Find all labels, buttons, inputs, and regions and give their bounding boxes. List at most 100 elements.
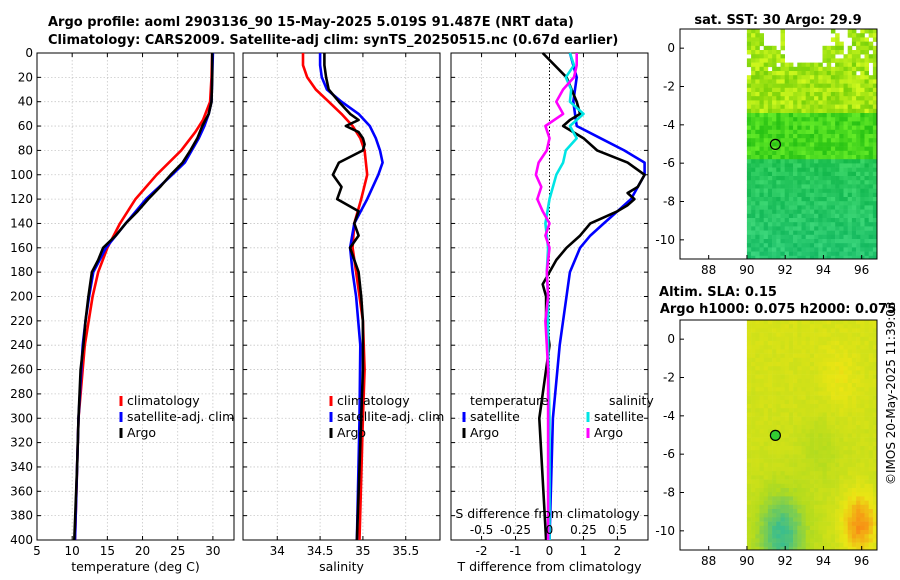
map-pixel [860, 517, 865, 522]
map-pixel [788, 146, 794, 152]
map-pixel [822, 58, 827, 63]
map-pixel [751, 33, 756, 38]
map-pixel [872, 483, 877, 489]
map-pixel [847, 87, 853, 93]
map-pixel [751, 150, 756, 156]
map-pixel [805, 475, 811, 480]
map-pixel [763, 332, 769, 338]
map-pixel [856, 138, 861, 143]
map-pixel [763, 387, 769, 392]
map-pixel [826, 467, 832, 472]
map-pixel [864, 87, 869, 93]
map-pixel [805, 79, 811, 84]
map-pixel [788, 450, 794, 455]
map-pixel [772, 345, 777, 350]
map-pixel [864, 104, 869, 110]
map-pixel [797, 483, 802, 489]
legend-salinity-argo-label: Argo [337, 425, 366, 440]
map-pixel [767, 345, 773, 350]
map-pixel [746, 492, 752, 497]
map-pixel [751, 383, 756, 388]
map-pixel [835, 441, 840, 447]
map-pixel [763, 500, 769, 506]
map-pixel [797, 108, 802, 114]
sla_map-pixels [746, 320, 877, 550]
map-pixel [822, 54, 827, 59]
map-pixel [784, 425, 790, 430]
map-pixel [780, 479, 785, 485]
map-pixel [839, 483, 844, 489]
map-pixel [809, 75, 815, 80]
x-tick-label: 10 [65, 544, 80, 558]
map-pixel [751, 404, 756, 409]
map-pixel [784, 222, 790, 227]
map-pixel [772, 546, 777, 550]
map-pixel [755, 517, 760, 522]
map-pixel [835, 197, 840, 202]
map-pixel [746, 29, 752, 34]
map-pixel [793, 488, 798, 493]
map-pixel [860, 446, 865, 451]
map-pixel [746, 125, 752, 131]
map-pixel [839, 100, 844, 105]
map-pixel [868, 437, 874, 443]
map-pixel [818, 159, 823, 164]
map-pixel [776, 176, 781, 181]
x-tick-label: -1 [510, 544, 522, 558]
map-pixel [776, 129, 781, 135]
map-pixel [872, 37, 877, 42]
map-pixel [759, 255, 764, 259]
map-pixel [851, 399, 857, 405]
map-pixel [814, 391, 819, 396]
map-pixel [856, 399, 861, 405]
map-pixel [780, 433, 785, 438]
map-pixel [776, 92, 781, 97]
map-pixel [767, 71, 773, 76]
map-pixel [780, 167, 785, 173]
map-pixel [830, 399, 836, 405]
map-pixel [851, 370, 857, 375]
map-pixel [767, 113, 773, 118]
map-pixel [822, 357, 827, 363]
map-pixel [868, 251, 874, 257]
map-pixel [797, 496, 802, 501]
map-pixel [864, 226, 869, 231]
map-pixel [809, 416, 815, 422]
map-pixel [830, 370, 836, 375]
map-pixel [868, 121, 874, 126]
map-pixel [772, 176, 777, 181]
map-pixel [864, 530, 869, 535]
map-pixel [864, 142, 869, 147]
map-pixel [843, 471, 848, 476]
map-pixel [767, 370, 773, 375]
map-pixel [788, 395, 794, 401]
map-pixel [751, 29, 756, 34]
legend-temperature-satellite-label: satellite-adj. clim [127, 409, 234, 424]
map-pixel [851, 197, 857, 202]
map-pixel [780, 104, 785, 110]
map-pixel [818, 433, 823, 438]
map-pixel [767, 205, 773, 210]
map-pixel [759, 521, 764, 527]
map-pixel [814, 138, 819, 143]
map-pixel [784, 75, 790, 80]
map-pixel [864, 467, 869, 472]
map-pixel [835, 226, 840, 231]
map-pixel [763, 416, 769, 422]
map-pixel [822, 341, 827, 346]
map-pixel [860, 226, 865, 231]
map-pixel [793, 192, 798, 198]
map-pixel [788, 328, 794, 333]
map-pixel [809, 399, 815, 405]
map-pixel [805, 113, 811, 118]
y-tick-label: 120 [10, 192, 33, 206]
map-pixel [872, 167, 877, 173]
map-pixel [822, 92, 827, 97]
map-pixel [755, 230, 760, 236]
map-pixel [864, 50, 869, 55]
map-pixel [830, 349, 836, 354]
map-pixel [809, 332, 815, 338]
map-pixel [788, 92, 794, 97]
y-tick-label: 260 [10, 363, 33, 377]
map-pixel [839, 87, 844, 93]
